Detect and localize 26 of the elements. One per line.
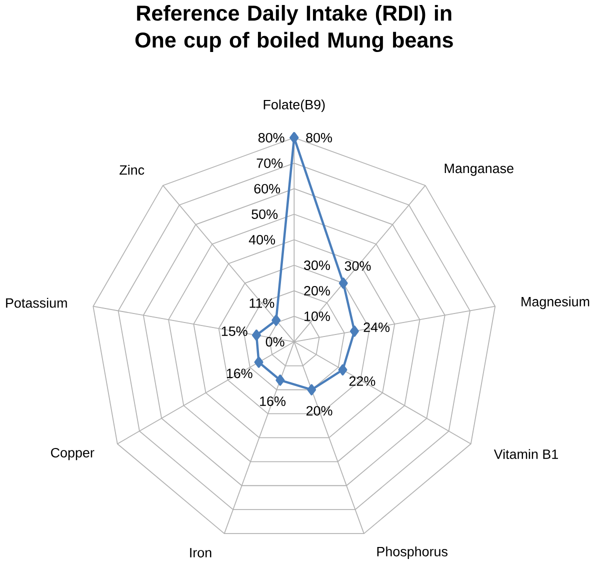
- spoke-label: Copper: [51, 448, 94, 460]
- spoke-label: Iron: [190, 548, 212, 558]
- y-tick-label: 10%: [304, 312, 330, 322]
- spoke-label: Phosphorus: [377, 546, 448, 560]
- data-label: 16%: [226, 368, 252, 378]
- y-tick-label: 20%: [304, 286, 330, 296]
- spoke-label: Vitamin B1: [494, 449, 558, 459]
- chart-title: Reference Daily Intake (RDI) in One cup of boiled Mung beans: [135, 4, 453, 52]
- spoke-label: Magnesium: [522, 296, 590, 310]
- data-label: 16%: [260, 396, 286, 406]
- data-label: 24%: [364, 322, 390, 332]
- data-label: 11%: [250, 298, 274, 308]
- data-label: 30%: [344, 261, 371, 271]
- y-tick-label: 80%: [258, 132, 284, 142]
- data-label: 22%: [349, 376, 376, 386]
- spoke-label: Potassium: [6, 298, 67, 308]
- y-tick-label: 40%: [248, 234, 276, 245]
- spoke-label: Zinc: [120, 164, 144, 175]
- spoke-label: Manganase: [444, 164, 514, 176]
- y-tick-label: 60%: [254, 184, 280, 194]
- y-tick-label: 70%: [256, 158, 283, 168]
- y-tick-label: 30%: [304, 260, 330, 270]
- y-tick-label: 0%: [266, 337, 284, 347]
- data-label: 15%: [222, 326, 248, 336]
- y-tick-label: 50%: [252, 209, 278, 220]
- spoke-label: Folate(B9): [264, 99, 325, 112]
